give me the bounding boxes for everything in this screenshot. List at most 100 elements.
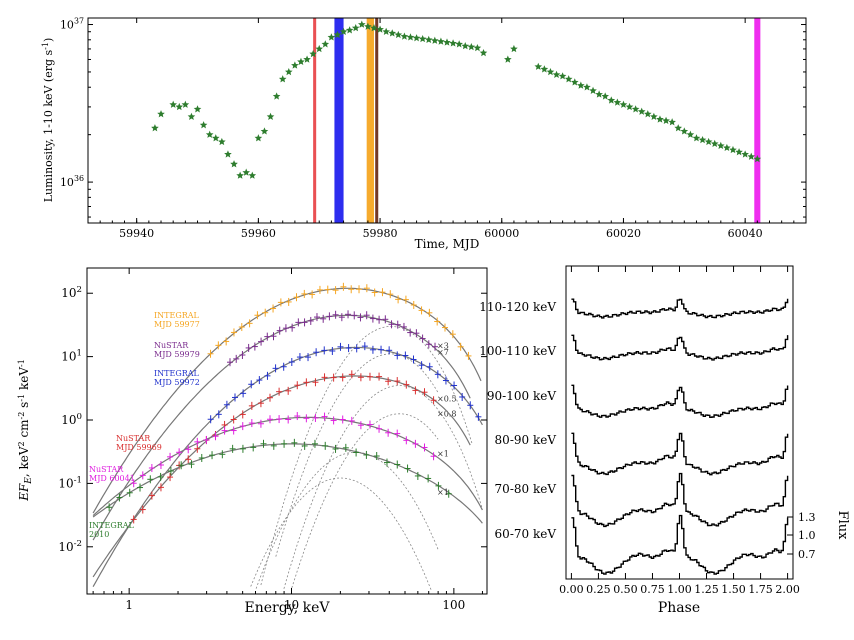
data-point xyxy=(729,145,737,154)
x-tick-label: 1.25 xyxy=(694,583,719,596)
data-point xyxy=(674,124,683,132)
y-tick-label: 1.0 xyxy=(798,529,816,542)
data-point xyxy=(637,107,646,115)
x-tick-label: 60040 xyxy=(728,227,763,240)
model-component xyxy=(255,451,439,589)
data-point xyxy=(479,48,488,57)
data-point xyxy=(187,112,196,120)
data-point xyxy=(540,65,549,73)
data-point xyxy=(358,20,366,28)
pulse-profiles: 110-120 keV 100-110 keV 90-100 keV 80-90 ke… xyxy=(479,298,789,575)
data-point xyxy=(443,38,451,46)
data-point xyxy=(686,130,695,138)
data-point xyxy=(461,42,470,50)
spectrum-ticks: 1 10 100 10-2 10-1 100 101 102 xyxy=(58,268,487,612)
data-point xyxy=(552,70,561,78)
data-point xyxy=(704,137,713,146)
scale-label: ×3 xyxy=(437,342,449,351)
data-point xyxy=(266,112,275,120)
model-component xyxy=(260,325,473,586)
data-point xyxy=(570,78,579,86)
series-label: NuSTAR xyxy=(154,341,189,350)
model-curve xyxy=(92,287,482,514)
pulse-profile xyxy=(571,298,789,319)
series-label: MJD 59977 xyxy=(154,320,200,329)
y-tick-label: 0.7 xyxy=(798,548,816,561)
data-point xyxy=(218,137,226,146)
data-point xyxy=(625,102,634,111)
energy-band-label: 60-70 keV xyxy=(495,527,557,541)
x-tick-label: 1.75 xyxy=(748,583,773,596)
model-curve xyxy=(92,314,471,541)
series-label: 2010 xyxy=(89,530,109,539)
light-curve-ticks: 59940 59960 59980 60000 60020 60040 1036 1037 xyxy=(60,17,807,240)
series-label: MJD 59972 xyxy=(154,378,200,387)
scale-label: ×7 xyxy=(437,348,449,357)
data-point xyxy=(400,32,409,40)
series-label: INTEGRAL xyxy=(154,369,200,378)
data-point xyxy=(455,40,463,48)
light-curve-xlabel: Time, MJD xyxy=(415,237,480,251)
pulse-ticks: 0.00 0.25 0.50 0.75 1.00 1.25 1.50 1.75 2.00 0.7 1… xyxy=(559,266,816,596)
x-tick-label: 0.75 xyxy=(640,583,665,596)
data-point xyxy=(504,55,512,63)
spectrum-ylabel: EFE, keV2 cm-2 s-1 keV-1 xyxy=(17,359,34,502)
data-point xyxy=(723,143,731,152)
data-point xyxy=(607,96,616,104)
data-point xyxy=(717,141,725,150)
data-point xyxy=(151,124,159,132)
data-point xyxy=(510,44,518,53)
data-point xyxy=(595,90,603,98)
data-point xyxy=(333,30,342,39)
spectrum-xlabel: Energy, keV xyxy=(244,600,330,616)
data-point xyxy=(236,171,244,179)
data-point xyxy=(224,150,232,158)
scale-label: ×0.8 xyxy=(437,409,456,418)
x-tick-label: 1.50 xyxy=(721,583,746,596)
data-point xyxy=(692,134,701,142)
model-component xyxy=(275,353,439,557)
y-tick-label: 1.3 xyxy=(798,511,816,524)
light-curve-frame xyxy=(87,17,807,224)
y-tick-label: 10-2 xyxy=(58,539,82,554)
data-point xyxy=(710,139,719,148)
x-tick-label: 0.50 xyxy=(613,583,638,596)
data-point xyxy=(364,22,372,30)
model-component xyxy=(250,477,432,591)
data-point xyxy=(272,92,281,100)
data-point xyxy=(656,115,664,123)
y-tick-label: 101 xyxy=(61,349,82,364)
data-point xyxy=(735,148,743,156)
data-point xyxy=(370,24,378,32)
y-tick-label: 102 xyxy=(61,285,82,300)
data-point xyxy=(424,35,433,44)
observation-band xyxy=(754,18,761,223)
data-point xyxy=(473,43,482,52)
scale-label: ×1 xyxy=(437,488,449,497)
data-point xyxy=(388,29,397,37)
x-tick-label: 1.00 xyxy=(667,583,692,596)
data-point xyxy=(577,81,585,89)
data-point xyxy=(193,105,202,113)
data-point xyxy=(309,50,317,58)
data-point xyxy=(260,127,269,135)
x-tick-label: 59940 xyxy=(119,227,154,240)
energy-band-label: 80-90 keV xyxy=(495,433,557,447)
x-tick-label: 1 xyxy=(125,598,133,612)
data-point xyxy=(339,27,348,35)
data-point xyxy=(406,33,415,41)
data-point xyxy=(668,118,676,126)
observation-band xyxy=(313,18,317,223)
data-point xyxy=(291,61,299,69)
data-point xyxy=(753,155,762,163)
series-label: MJD 60041 xyxy=(89,474,135,483)
data-point xyxy=(297,57,305,66)
series-label: NuSTAR xyxy=(116,434,151,443)
x-tick-label: 2.00 xyxy=(775,583,800,596)
data-point xyxy=(643,110,652,118)
y-tick-label: 100 xyxy=(61,412,82,427)
y-tick-label: 10-1 xyxy=(58,475,82,490)
y-tick-label: 1036 xyxy=(60,174,84,189)
